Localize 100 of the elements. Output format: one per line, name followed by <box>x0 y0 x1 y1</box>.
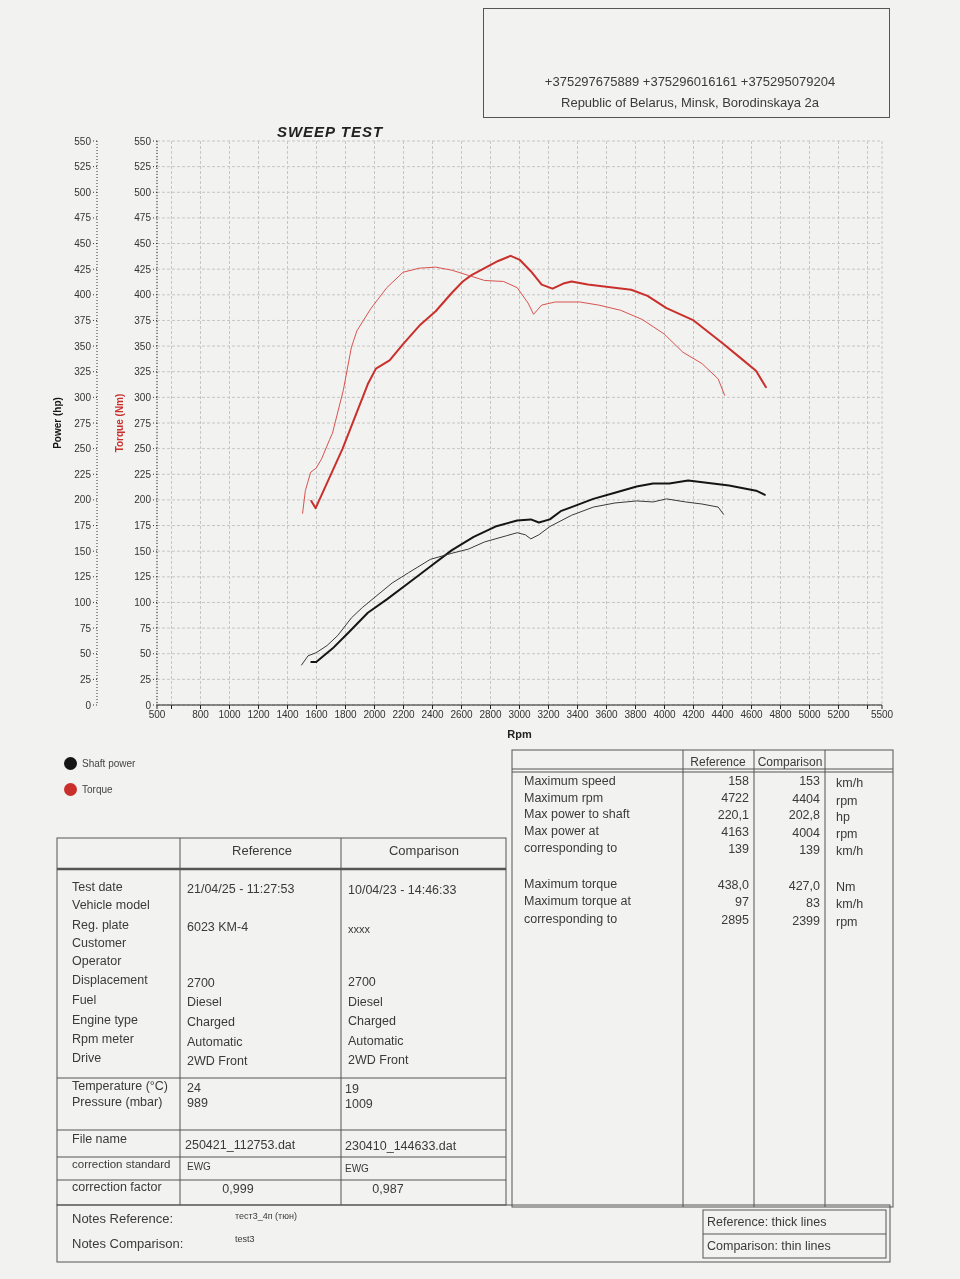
text: 139 <box>728 842 749 857</box>
y2-tick-label: 50 <box>139 648 152 660</box>
legend-label: Torque <box>82 783 113 795</box>
text: Comparison <box>757 755 823 770</box>
y-tick-label: 75 <box>79 622 92 634</box>
y2-tick-label: 425 <box>134 263 152 275</box>
text: +375297675889 +375296016161 +375295079204 <box>544 73 836 89</box>
x-tick-label: 2000 <box>363 709 387 721</box>
text: Test date <box>72 880 123 895</box>
text: Maximum torque at <box>524 894 631 909</box>
y-tick-label: 125 <box>74 571 92 583</box>
y2-tick-label: 100 <box>134 597 152 608</box>
text: Nm <box>836 880 856 895</box>
text: Max power at <box>524 824 600 839</box>
text: 6023 KM-4 <box>187 920 249 935</box>
y-tick-label: 25 <box>79 673 92 685</box>
text: Customer <box>72 936 127 951</box>
text: 438,0 <box>717 878 749 893</box>
text: Temperature (°C) <box>72 1079 168 1094</box>
text: тест3_4п (тюн) <box>235 1211 297 1222</box>
text: Displacement <box>72 973 148 988</box>
text: Automatic <box>348 1034 404 1049</box>
text: 4004 <box>792 826 820 841</box>
text: Drive <box>72 1051 102 1066</box>
text: 97 <box>735 895 749 910</box>
text: xxxx <box>348 922 370 935</box>
y2-tick-label: 375 <box>134 315 152 326</box>
y-axis-title: Power (hp) <box>51 397 63 449</box>
x-tick-label: 4400 <box>711 709 735 721</box>
text: 2WD Front <box>187 1054 248 1069</box>
text: 10/04/23 - 14:46:33 <box>348 883 457 898</box>
text: EWG <box>187 1160 211 1172</box>
text: km/h <box>836 776 864 791</box>
y2-tick-label: 175 <box>134 520 152 532</box>
x-tick-label: 800 <box>192 709 210 721</box>
text: 2WD Front <box>348 1053 409 1068</box>
x-tick-label: 3200 <box>537 709 561 721</box>
y-tick-label: 275 <box>74 417 92 429</box>
text: 427,0 <box>788 879 820 894</box>
text: Rpm meter <box>72 1032 134 1047</box>
y2-tick-label: 75 <box>139 622 152 634</box>
text: rpm <box>836 794 858 809</box>
y2-tick-label: 25 <box>139 673 152 685</box>
x-tick-label: 2400 <box>421 709 445 721</box>
text: km/h <box>836 844 864 859</box>
text: corresponding to <box>524 841 618 856</box>
x-tick-label: 5500 <box>870 709 894 721</box>
text: Diesel <box>348 995 383 1010</box>
x-tick-label: 2800 <box>479 709 503 721</box>
x-tick-label: 2200 <box>392 709 416 721</box>
line-series <box>310 254 767 510</box>
text: 21/04/25 - 11:27:53 <box>187 882 295 897</box>
y2-tick-label: 275 <box>134 417 152 429</box>
text: Automatic <box>187 1035 243 1050</box>
text: hp <box>836 810 850 825</box>
text: 250421_112753.dat <box>185 1138 296 1153</box>
text: Comparison <box>388 842 460 858</box>
x-tick-label: 1400 <box>276 709 300 721</box>
text: EWG <box>345 1162 369 1174</box>
y-tick-label: 525 <box>74 161 92 173</box>
text: 2399 <box>792 914 820 929</box>
text: 83 <box>806 896 820 911</box>
text: 139 <box>799 843 820 858</box>
text: Charged <box>348 1014 396 1029</box>
y2-axis-title: Torque (Nm) <box>113 393 125 453</box>
y2-tick-label: 525 <box>134 161 152 173</box>
y2-tick-label: 475 <box>134 212 152 224</box>
text: Notes Reference: <box>72 1210 174 1226</box>
y-tick-label: 200 <box>74 494 92 506</box>
y-tick-label: 50 <box>79 648 92 660</box>
text: rpm <box>836 915 858 930</box>
y2-tick-label: 200 <box>134 494 152 506</box>
line-series <box>301 498 725 666</box>
y-tick-label: 175 <box>74 520 92 532</box>
y2-tick-label: 300 <box>134 391 152 403</box>
text: Reference <box>690 755 746 770</box>
chart-title: SWEEP TEST <box>276 122 384 140</box>
text: Vehicle model <box>72 898 150 913</box>
x-tick-label: 500 <box>148 709 166 721</box>
y-tick-label: 425 <box>74 263 92 275</box>
text: 4163 <box>721 825 749 840</box>
y2-tick-label: 450 <box>134 238 152 250</box>
text: Charged <box>187 1015 235 1030</box>
y-tick-label: 400 <box>74 289 92 301</box>
text: correction standard <box>72 1157 171 1170</box>
text: Maximum torque <box>524 877 618 892</box>
y-tick-label: 300 <box>74 391 92 403</box>
y-tick-label: 500 <box>74 186 92 198</box>
text: File name <box>72 1132 127 1147</box>
y2-tick-label: 500 <box>134 186 152 198</box>
text: Comparison: thin lines <box>707 1239 831 1254</box>
y-tick-label: 350 <box>74 340 92 352</box>
x-axis-title: Rpm <box>507 728 532 740</box>
x-tick-label: 1000 <box>218 709 242 721</box>
line-series <box>302 266 726 514</box>
y-tick-label: 325 <box>74 366 92 378</box>
text: Reference <box>232 842 292 858</box>
text: 2895 <box>721 913 749 928</box>
text: 0,987 <box>372 1182 404 1197</box>
y-tick-label: 450 <box>74 238 92 250</box>
